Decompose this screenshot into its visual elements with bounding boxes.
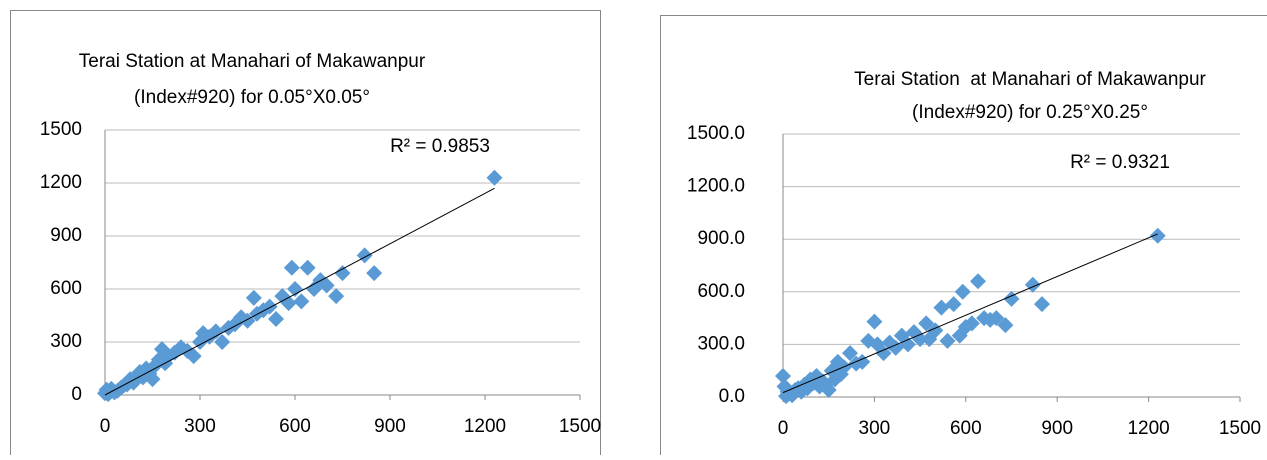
point bbox=[866, 314, 882, 330]
x-tick-label: 900 bbox=[374, 416, 406, 437]
chart-title: (Index#920) for 0.25°X0.25° bbox=[912, 102, 1148, 123]
y-tick-label: 900 bbox=[50, 225, 82, 246]
r-squared: R² = 0.9853 bbox=[390, 136, 490, 157]
r-squared: R² = 0.9321 bbox=[1070, 152, 1170, 173]
point bbox=[357, 247, 373, 263]
point bbox=[246, 290, 262, 306]
y-tick-label: 600.0 bbox=[697, 281, 745, 302]
x-tick-label: 1200 bbox=[464, 416, 506, 437]
chart-title: Terai Station at Manahari of Makawanpur bbox=[79, 51, 426, 72]
point bbox=[335, 265, 351, 281]
x-tick-label: 1500 bbox=[1219, 418, 1261, 439]
point bbox=[933, 300, 949, 316]
chart-frame bbox=[11, 11, 601, 456]
y-tick-label: 600 bbox=[50, 278, 82, 299]
point bbox=[1034, 296, 1050, 312]
point bbox=[300, 260, 316, 276]
y-tick-label: 1200 bbox=[40, 172, 82, 193]
x-tick-label: 1200 bbox=[1127, 418, 1169, 439]
x-tick-label: 300 bbox=[859, 418, 891, 439]
point bbox=[328, 288, 344, 304]
point bbox=[946, 296, 962, 312]
point bbox=[955, 284, 971, 300]
x-tick-label: 900 bbox=[1041, 418, 1073, 439]
y-tick-label: 300 bbox=[50, 331, 82, 352]
trendline bbox=[105, 188, 495, 395]
y-tick-label: 1500 bbox=[40, 119, 82, 140]
point bbox=[1150, 228, 1166, 244]
y-tick-label: 0 bbox=[71, 384, 82, 405]
x-tick-label: 600 bbox=[950, 418, 982, 439]
chart-title: (Index#920) for 0.05°X0.05° bbox=[134, 87, 370, 108]
y-tick-label: 1200.0 bbox=[687, 176, 745, 197]
point bbox=[366, 265, 382, 281]
y-tick-label: 0.0 bbox=[719, 386, 745, 407]
x-tick-label: 1500 bbox=[559, 416, 601, 437]
y-tick-label: 900.0 bbox=[697, 228, 745, 249]
x-tick-label: 0 bbox=[100, 416, 111, 437]
y-tick-label: 300.0 bbox=[697, 333, 745, 354]
trendline bbox=[783, 234, 1158, 393]
x-tick-label: 0 bbox=[778, 418, 789, 439]
x-tick-label: 600 bbox=[279, 416, 311, 437]
y-tick-label: 1500.0 bbox=[687, 123, 745, 144]
point bbox=[970, 273, 986, 289]
point bbox=[284, 260, 300, 276]
x-tick-label: 300 bbox=[184, 416, 216, 437]
chart-title: Terai Station at Manahari of Makawanpur bbox=[854, 69, 1206, 90]
